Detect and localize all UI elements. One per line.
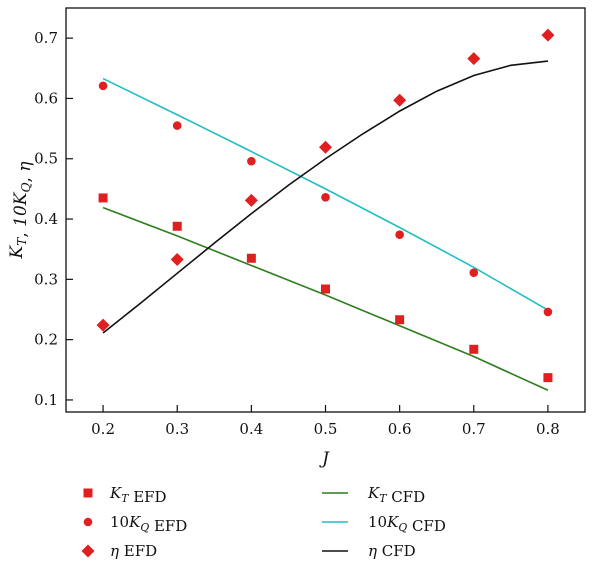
legend-item: 10KQ EFD bbox=[83, 513, 187, 535]
data-point bbox=[543, 307, 553, 317]
y-tick-label: 0.7 bbox=[34, 29, 58, 47]
data-point bbox=[469, 344, 479, 354]
data-point bbox=[395, 230, 404, 240]
x-tick-label: 0.7 bbox=[462, 420, 486, 438]
x-tick-label: 0.4 bbox=[239, 420, 263, 438]
legend-item: η CFD bbox=[322, 542, 416, 560]
ticks-layer: 0.2 0.3 0.4 0.5 0.6 0.7 0.8 0.1 0.2 0.3 0.4 0.5 0.6 0… bbox=[34, 29, 560, 438]
y-tick-label: 0.2 bbox=[34, 331, 58, 349]
data-point bbox=[246, 253, 256, 263]
data-point bbox=[469, 268, 479, 278]
data-point bbox=[319, 140, 332, 154]
legend-label: η CFD bbox=[368, 542, 416, 560]
series-layer bbox=[96, 28, 555, 392]
x-tick-label: 0.8 bbox=[536, 420, 560, 438]
data-point bbox=[98, 81, 108, 91]
series-line bbox=[102, 77, 549, 311]
data-point bbox=[172, 121, 182, 130]
data-point bbox=[393, 93, 407, 107]
legend-item: η EFD bbox=[81, 542, 157, 560]
data-point bbox=[170, 252, 184, 266]
legend-label: KT CFD bbox=[367, 484, 425, 506]
legend-marker bbox=[83, 517, 93, 527]
x-axis-title: J bbox=[319, 449, 330, 469]
data-point bbox=[247, 156, 256, 166]
legend-item: 10KQ CFD bbox=[322, 513, 446, 535]
legend-label: 10KQ CFD bbox=[368, 513, 446, 535]
legend-label: η EFD bbox=[110, 542, 157, 560]
legend-marker bbox=[83, 488, 93, 498]
y-tick-label: 0.6 bbox=[34, 89, 58, 107]
plot-frame bbox=[65, 7, 586, 413]
series-line bbox=[102, 206, 549, 392]
data-point bbox=[395, 315, 405, 325]
data-point bbox=[321, 193, 330, 202]
y-tick-label: 0.1 bbox=[34, 391, 58, 409]
y-tick-label: 0.5 bbox=[34, 150, 58, 168]
data-point bbox=[321, 284, 330, 294]
data-point bbox=[244, 193, 258, 207]
y-tick-label: 0.4 bbox=[34, 210, 58, 228]
legend-marker bbox=[81, 544, 95, 558]
legend-label: KT EFD bbox=[109, 484, 167, 506]
y-tick-label: 0.3 bbox=[34, 270, 58, 288]
data-point bbox=[467, 52, 481, 66]
data-point bbox=[172, 221, 182, 231]
data-point bbox=[541, 28, 555, 42]
x-tick-label: 0.2 bbox=[91, 420, 115, 438]
legend-item: KT CFD bbox=[322, 484, 425, 506]
x-tick-label: 0.3 bbox=[165, 420, 189, 438]
x-tick-label: 0.6 bbox=[388, 420, 412, 438]
data-point bbox=[96, 318, 110, 332]
legend-item: KT EFD bbox=[83, 484, 167, 506]
legend-label: 10KQ EFD bbox=[110, 513, 187, 535]
x-tick-label: 0.5 bbox=[314, 420, 338, 438]
data-point bbox=[98, 193, 108, 203]
y-axis-title: KT, 10KQ, η bbox=[7, 161, 35, 260]
plot-area: 0.2 0.3 0.4 0.5 0.6 0.7 0.8 0.1 0.2 0.3 0.4 0.5 0.6 0… bbox=[34, 7, 586, 438]
series-line bbox=[102, 60, 549, 334]
data-point bbox=[543, 373, 553, 383]
legend: KT EFD 10KQ EFD η EFD KT CFD 10KQ CFD η CFD bbox=[81, 484, 446, 560]
